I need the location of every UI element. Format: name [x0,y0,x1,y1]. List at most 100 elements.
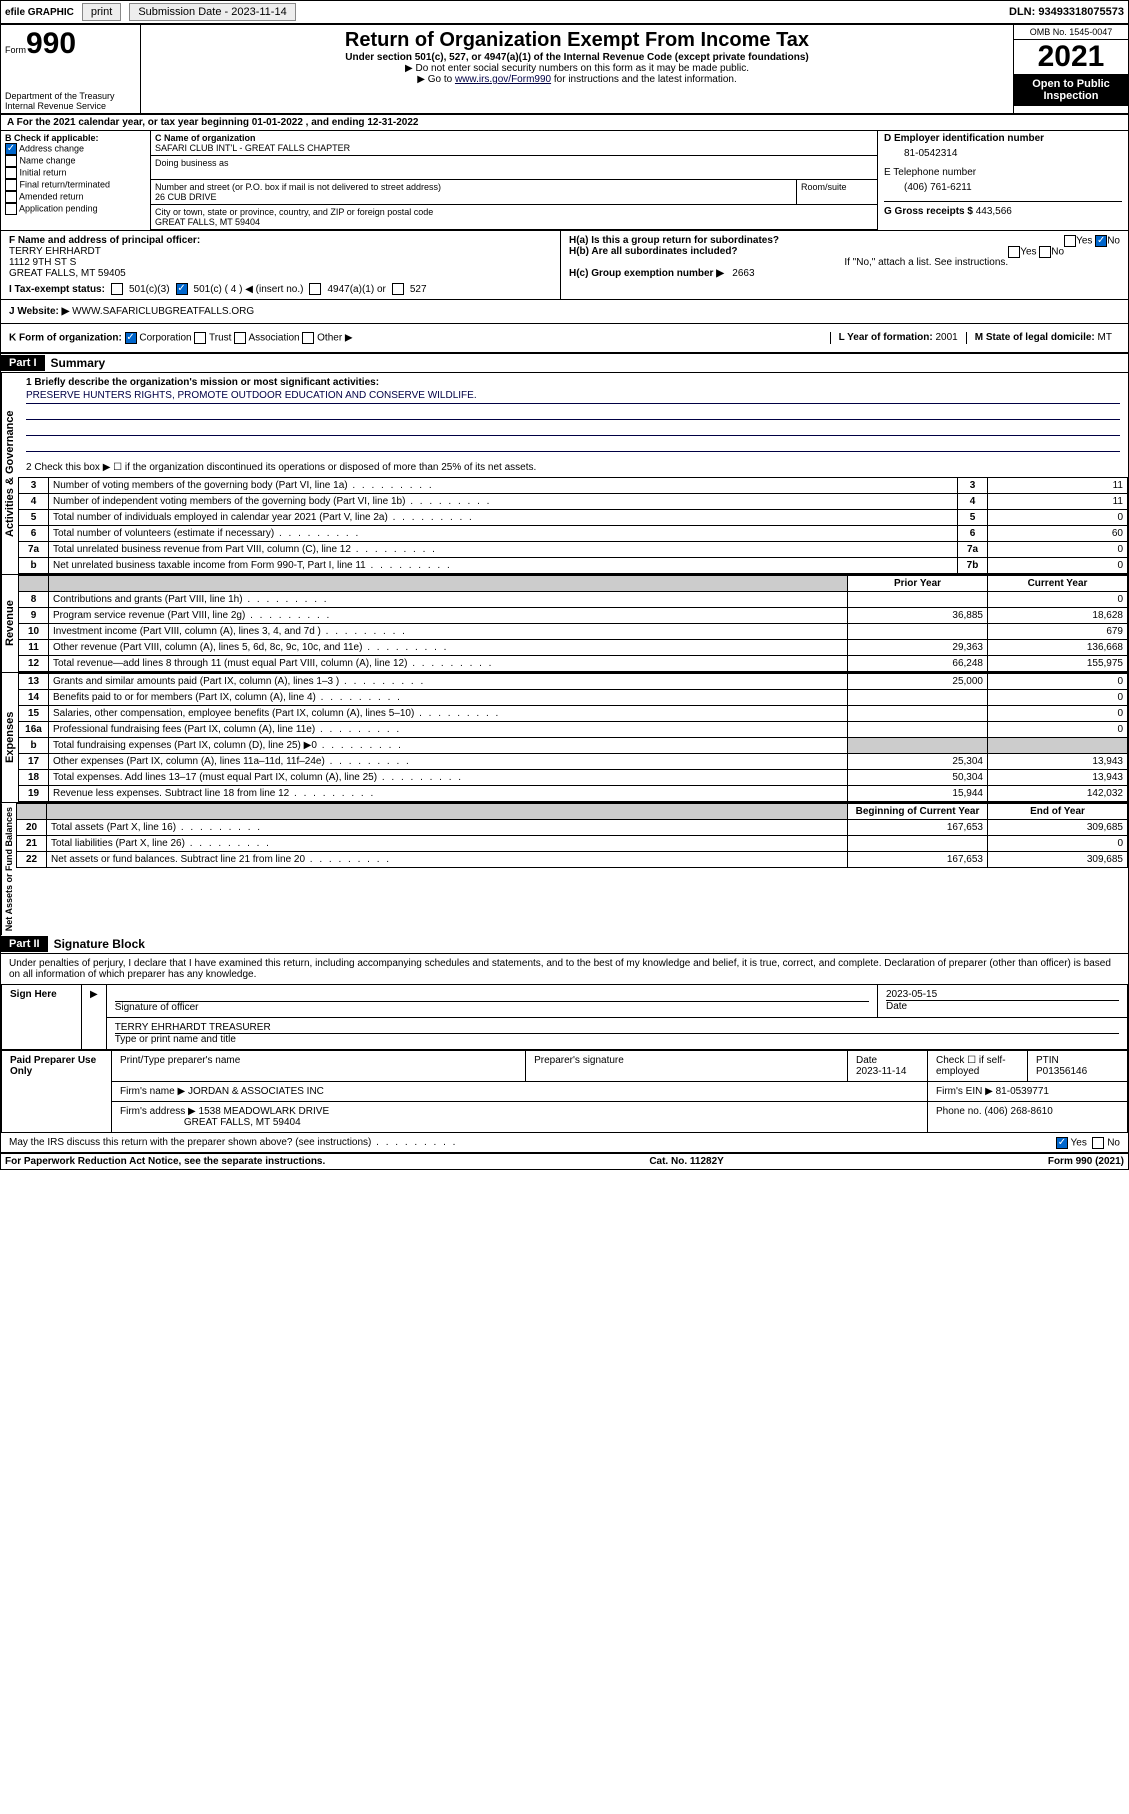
gov-label: Activities & Governance [1,373,18,574]
chk-527[interactable] [392,283,404,295]
chk-trust[interactable] [194,332,206,344]
dln-label: DLN: 93493318075573 [1009,6,1124,18]
line-desc: Other revenue (Part VIII, column (A), li… [49,640,848,656]
current-val: 679 [988,624,1128,640]
efile-label: efile GRAPHIC [5,7,74,18]
part2-badge: Part II [1,936,48,952]
firm-phone-label: Phone no. [936,1106,982,1117]
line-num: 3 [19,478,49,494]
officer-addr1: 1112 9TH ST S [9,257,76,268]
line-desc: Benefits paid to or for members (Part IX… [49,690,848,706]
line-desc: Number of independent voting members of … [49,494,958,510]
chk-4947[interactable] [309,283,321,295]
chk-name[interactable]: Name change [5,155,146,167]
firm-ein-label: Firm's EIN ▶ [936,1086,993,1097]
blocks-fh: F Name and address of principal officer:… [1,231,1128,300]
addr-label: Number and street (or P.O. box if mail i… [155,182,441,192]
footer-right: Form 990 (2021) [1048,1156,1124,1167]
col-header: Current Year [988,576,1128,592]
prior-val [848,624,988,640]
c-name-label: C Name of organization [155,133,256,143]
chk-corp[interactable] [125,332,137,344]
col-header: End of Year [988,804,1128,820]
chk-assoc[interactable] [234,332,246,344]
block-b-label: B Check if applicable: [5,133,146,143]
mission-line3 [26,422,1120,436]
prior-val: 167,653 [848,820,988,836]
prior-val [848,690,988,706]
line-desc: Total assets (Part X, line 16) [47,820,848,836]
group-exempt: 2663 [732,268,754,279]
line-num: 19 [19,786,49,802]
sign-here-table: Sign Here ▶ Signature of officer 2023-05… [1,984,1128,1050]
firm-name: JORDAN & ASSOCIATES INC [188,1086,324,1097]
current-val: 0 [988,674,1128,690]
dept-label: Department of the Treasury Internal Reve… [5,91,136,111]
line-val: 0 [988,510,1128,526]
line-num: 9 [19,608,49,624]
website-val: WWW.SAFARICLUBGREATFALLS.ORG [72,306,254,317]
line-desc: Total revenue—add lines 8 through 11 (mu… [49,656,848,672]
blocks-bc: B Check if applicable: Address change Na… [1,131,1128,231]
prep-name-label: Print/Type preparer's name [112,1051,526,1082]
line-num: 12 [19,656,49,672]
line-num: 10 [19,624,49,640]
header-left: Form990 Department of the Treasury Inter… [1,25,141,113]
mission-q: 1 Briefly describe the organization's mi… [26,377,379,388]
paid-preparer-label: Paid Preparer Use Only [2,1051,112,1133]
chk-other[interactable] [302,332,314,344]
firm-addr2: GREAT FALLS, MT 59404 [184,1117,301,1128]
row-i-label: I Tax-exempt status: [9,284,105,295]
net-assets-table: Beginning of Current Year End of Year20 … [16,803,1128,868]
col-header: Prior Year [848,576,988,592]
line-desc: Program service revenue (Part VIII, line… [49,608,848,624]
block-f-label: F Name and address of principal officer: [9,235,200,246]
chk-final[interactable]: Final return/terminated [5,179,146,191]
prior-val: 167,653 [848,852,988,868]
hb-no[interactable] [1039,246,1051,258]
chk-address[interactable]: Address change [5,143,146,155]
hc-label: H(c) Group exemption number ▶ [569,268,724,279]
chk-pending[interactable]: Application pending [5,203,146,215]
revenue-table: Prior Year Current Year8 Contributions a… [18,575,1128,672]
self-emp-label: Check ☐ if self-employed [928,1051,1028,1082]
m-label: M State of legal domicile: [975,332,1095,343]
chk-amended[interactable]: Amended return [5,191,146,203]
prior-val [848,722,988,738]
ha-no[interactable] [1095,235,1107,247]
firm-addr-label: Firm's address ▶ [120,1106,196,1117]
firm-ein: 81-0539771 [996,1086,1049,1097]
print-button[interactable]: print [82,3,121,21]
line-num: 18 [19,770,49,786]
current-val: 155,975 [988,656,1128,672]
line-num: 15 [19,706,49,722]
line-desc: Number of voting members of the governin… [49,478,958,494]
line-num: b [19,558,49,574]
officer-name: TERRY EHRHARDT [9,246,101,257]
hb-yes[interactable] [1008,246,1020,258]
prior-val: 66,248 [848,656,988,672]
current-val: 0 [988,592,1128,608]
rev-label: Revenue [1,575,18,672]
current-val: 309,685 [988,820,1128,836]
sig-date: 2023-05-15 [886,989,1119,1000]
prep-date-label: Date [856,1055,877,1066]
submission-date-button[interactable]: Submission Date - 2023-11-14 [129,3,295,21]
chk-501c[interactable] [176,283,188,295]
irs-link[interactable]: www.irs.gov/Form990 [455,74,551,85]
prior-val: 36,885 [848,608,988,624]
line-num: 4 [19,494,49,510]
discuss-no[interactable] [1092,1137,1104,1149]
gross-receipts: 443,566 [976,206,1012,217]
sign-here-label: Sign Here [2,985,82,1050]
current-val: 142,032 [988,786,1128,802]
chk-initial[interactable]: Initial return [5,167,146,179]
block-g-label: G Gross receipts $ [884,206,973,217]
ha-yes[interactable] [1064,235,1076,247]
current-val: 0 [988,690,1128,706]
sig-date-label: Date [886,1000,1119,1012]
chk-501c3[interactable] [111,283,123,295]
header-mid: Return of Organization Exempt From Incom… [141,25,1013,113]
discuss-yes[interactable] [1056,1137,1068,1149]
form-title: Return of Organization Exempt From Incom… [145,29,1009,52]
